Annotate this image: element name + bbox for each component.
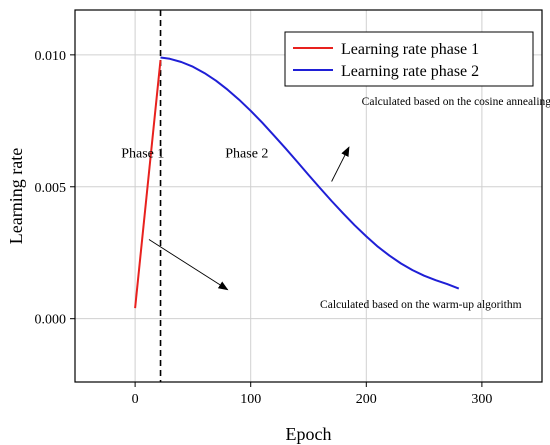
- annotation-text: Calculated based on the warm-up algorith…: [320, 299, 522, 311]
- x-tick-label: 100: [240, 392, 261, 407]
- series-layer: [134, 56, 460, 309]
- annotation-arrow: [331, 146, 350, 182]
- annotations: Phase 1 Phase 2 Calculated based on the co…: [121, 96, 550, 311]
- y-axis-label: Learning rate: [6, 148, 26, 244]
- phase-label: Phase 1: [121, 147, 164, 162]
- x-axis-label: Epoch: [286, 424, 332, 444]
- legend: Learning rate phase 1 Learning rate phase…: [284, 31, 534, 87]
- y-tick-label: 0.010: [35, 49, 67, 64]
- axis-ticks: 0 100 200 300 0.000 0.005 0.010: [35, 49, 493, 407]
- x-tick-label: 200: [356, 392, 377, 407]
- series-line-2: [160, 56, 460, 290]
- y-tick-label: 0.005: [35, 181, 67, 196]
- phase-label: Phase 2: [225, 147, 268, 162]
- annotation-arrow: [148, 239, 229, 291]
- x-tick-label: 300: [471, 392, 492, 407]
- series-line-1: [134, 59, 162, 309]
- annotation-text: Calculated based on the cosine annealing…: [362, 96, 550, 108]
- y-tick-label: 0.000: [35, 313, 67, 328]
- legend-box: [284, 31, 534, 87]
- plot-frame: [74, 9, 543, 383]
- legend-label-1: Learning rate phase 1: [341, 41, 479, 58]
- legend-label-2: Learning rate phase 2: [341, 63, 479, 80]
- x-tick-label: 0: [132, 392, 139, 407]
